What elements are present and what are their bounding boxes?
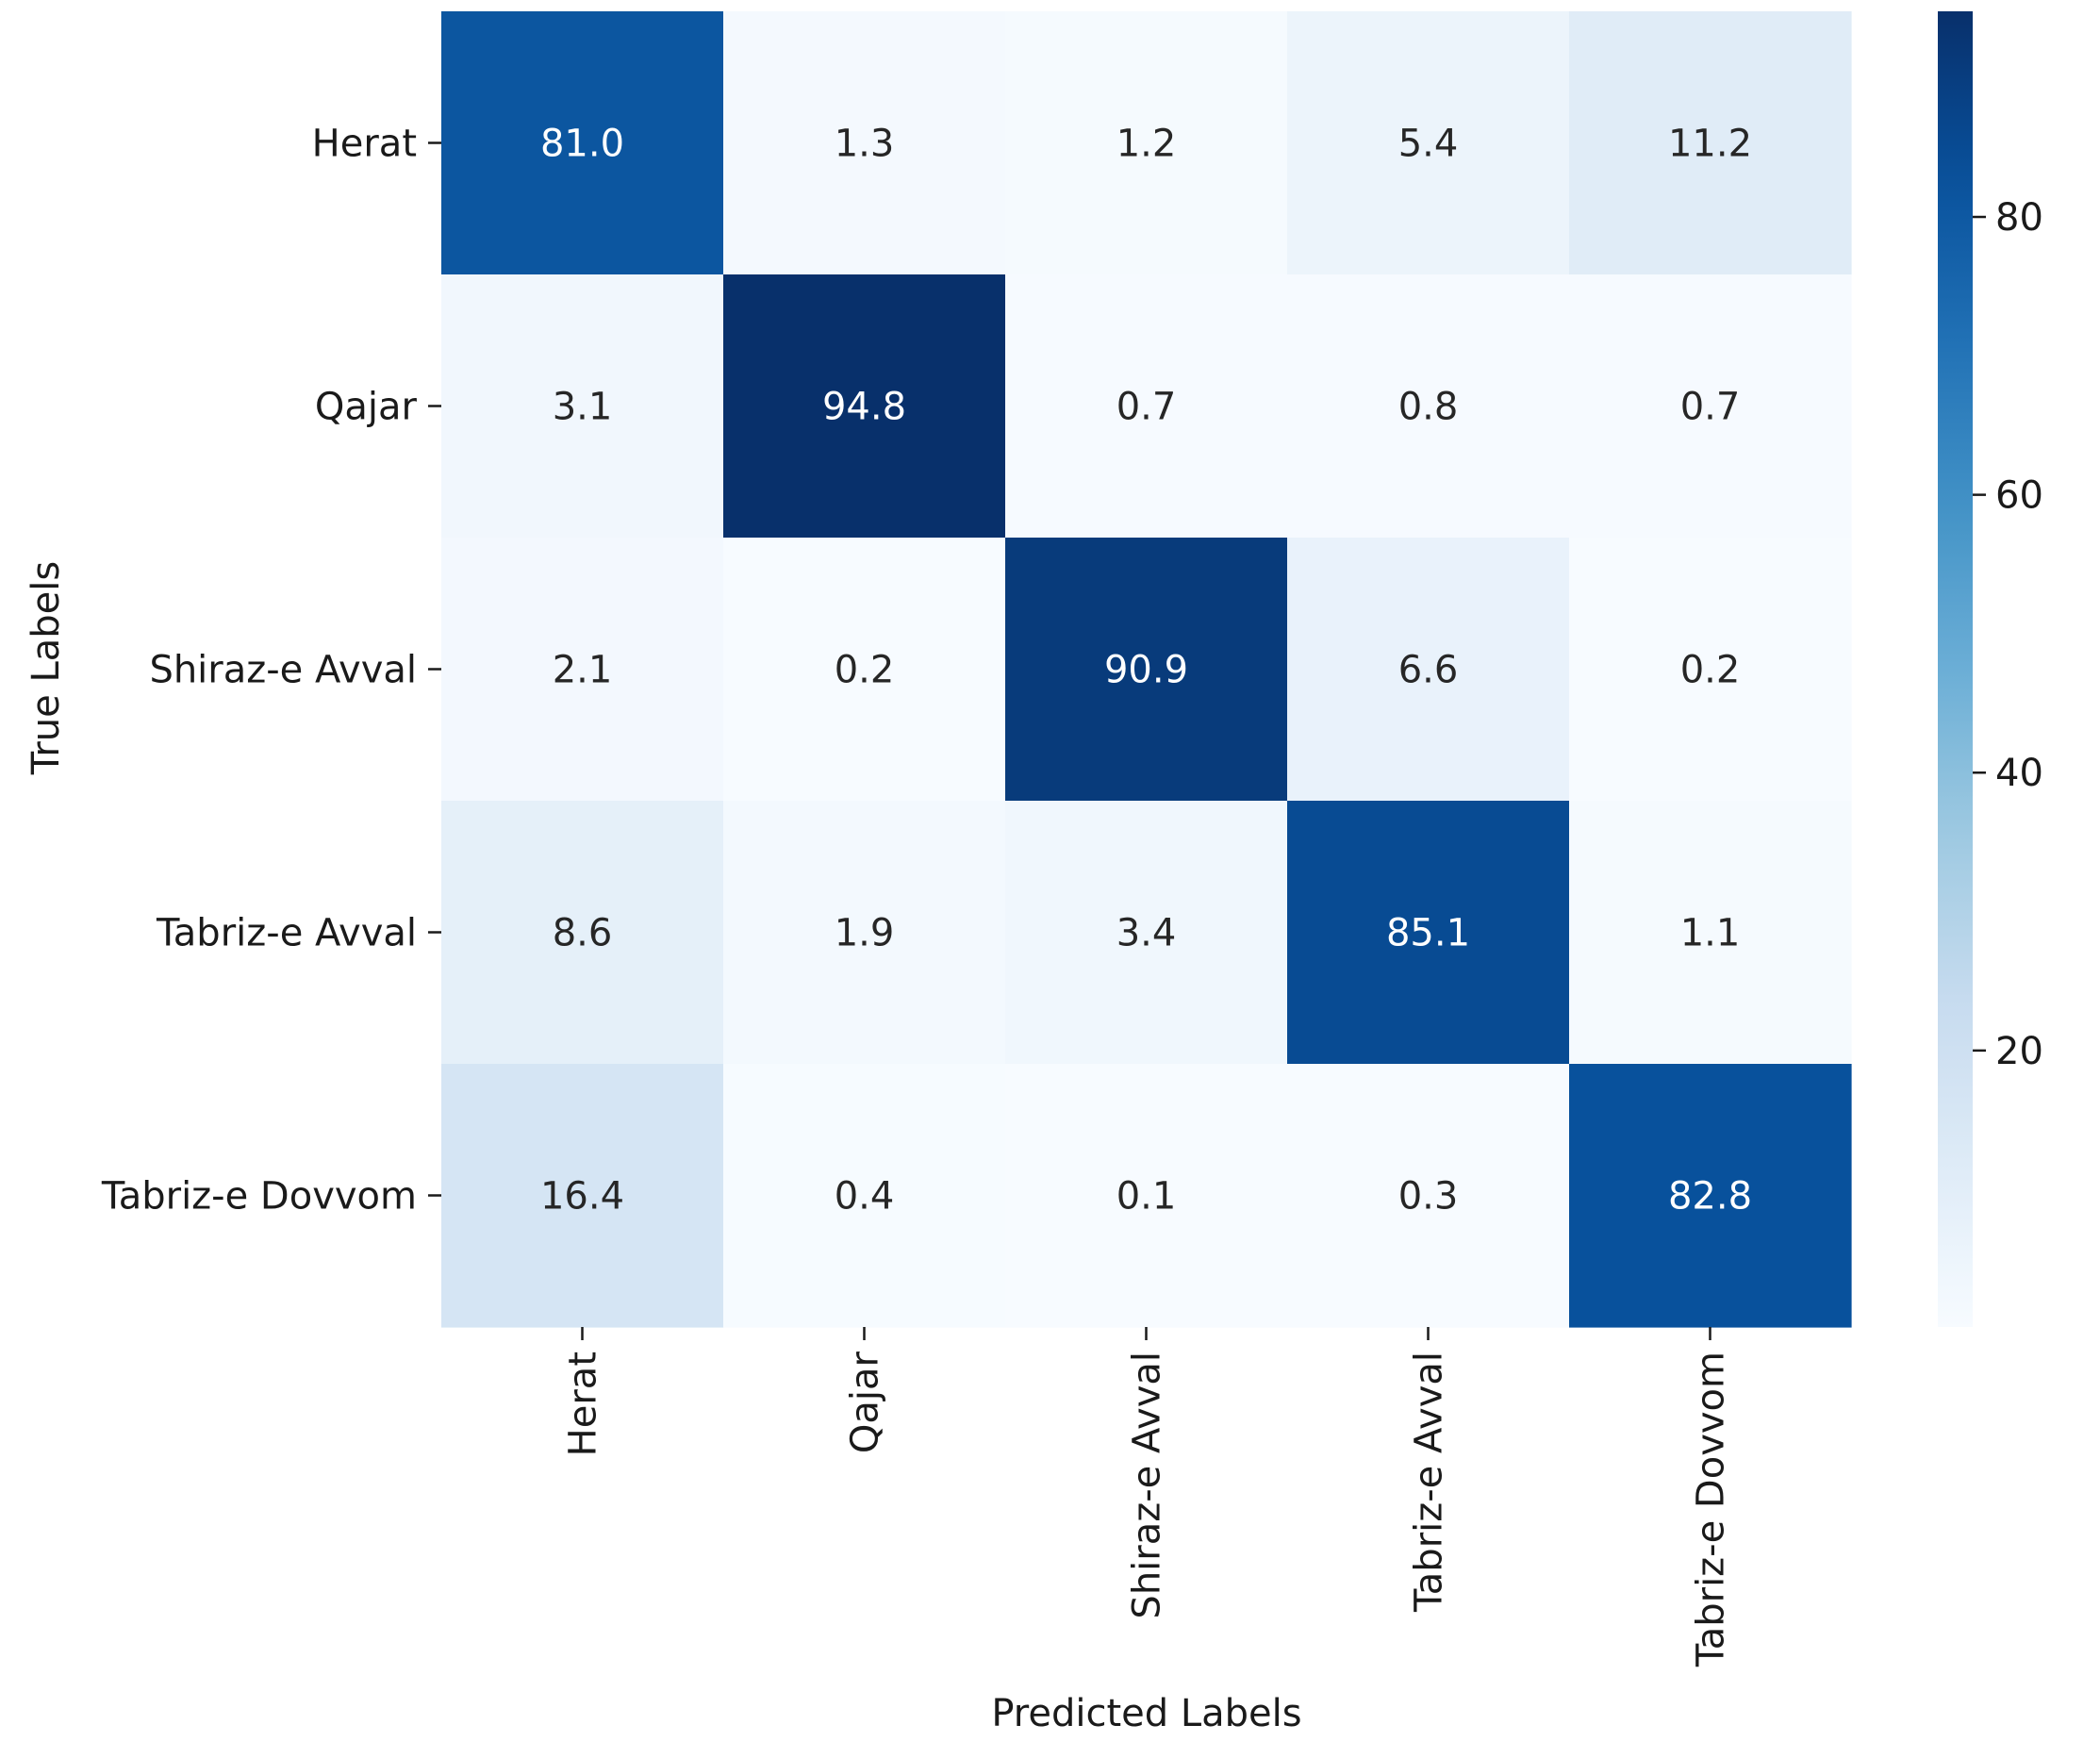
heatmap-cell bbox=[1287, 274, 1570, 539]
cell-value-label: 0.1 bbox=[1116, 1175, 1177, 1219]
x-axis-title: Predicted Labels bbox=[991, 1692, 1301, 1735]
heatmap-cell bbox=[1005, 11, 1288, 275]
cell-value-label: 90.9 bbox=[1104, 649, 1188, 692]
heatmap-cell bbox=[723, 1064, 1006, 1328]
y-tick-label: Herat bbox=[312, 123, 417, 166]
x-tick-label: Qajar bbox=[844, 1351, 887, 1453]
cell-value-label: 1.9 bbox=[835, 912, 895, 955]
heatmap-cell bbox=[1569, 1064, 1852, 1328]
cell-value-label: 11.2 bbox=[1668, 123, 1752, 166]
cell-value-label: 0.7 bbox=[1116, 386, 1177, 429]
heatmap-cell bbox=[723, 538, 1006, 802]
heatmap-cell bbox=[441, 1064, 724, 1328]
cell-value-label: 0.7 bbox=[1680, 386, 1741, 429]
heatmap-cells bbox=[441, 11, 1852, 1328]
heatmap-cell bbox=[441, 11, 724, 275]
cell-value-label: 1.1 bbox=[1680, 912, 1741, 955]
heatmap-cell bbox=[723, 274, 1006, 539]
y-tick-label: Shiraz-e Avval bbox=[149, 649, 417, 692]
cell-value-label: 3.4 bbox=[1116, 912, 1177, 955]
cell-value-label: 8.6 bbox=[553, 912, 613, 955]
y-axis-ticks: Herat Qajar Shiraz-e Avval Tabriz-e Avval Ta… bbox=[101, 123, 441, 1219]
heatmap-cell bbox=[1005, 801, 1288, 1065]
y-tick-label: Tabriz-e Avval bbox=[156, 912, 417, 955]
cell-value-label: 3.1 bbox=[553, 386, 613, 429]
cell-value-label: 0.8 bbox=[1398, 386, 1459, 429]
colorbar: 20 40 60 80 bbox=[1938, 11, 2043, 1327]
heatmap-cell bbox=[723, 11, 1006, 275]
cell-value-label: 1.3 bbox=[835, 123, 895, 166]
cell-value-label: 0.2 bbox=[1680, 649, 1741, 692]
x-tick-label: Shiraz-e Avval bbox=[1126, 1352, 1169, 1619]
heatmap-cell bbox=[1005, 1064, 1288, 1328]
heatmap-value-labels: 81.0 1.3 1.2 5.4 11.2 3.1 94.8 0.7 0.8 0.7 2.1 0.2 9… bbox=[540, 123, 1752, 1219]
colorbar-tick-label: 40 bbox=[1995, 752, 2043, 795]
heatmap-cell bbox=[1569, 538, 1852, 802]
colorbar-tick-label: 60 bbox=[1995, 474, 2043, 518]
cell-value-label: 16.4 bbox=[540, 1175, 624, 1219]
heatmap-cell bbox=[1569, 801, 1852, 1065]
heatmap-cell bbox=[1287, 801, 1570, 1065]
x-tick-label: Tabriz-e Dovvom bbox=[1690, 1352, 1733, 1667]
cell-value-label: 6.6 bbox=[1398, 649, 1459, 692]
y-tick-label: Tabriz-e Dovvom bbox=[101, 1175, 417, 1219]
cell-value-label: 1.2 bbox=[1116, 123, 1177, 166]
x-axis-ticks: Herat Qajar Shiraz-e Avval Tabriz-e Avval Ta… bbox=[562, 1327, 1733, 1667]
heatmap-cell bbox=[1569, 11, 1852, 275]
cell-value-label: 81.0 bbox=[540, 123, 624, 166]
heatmap-cell bbox=[441, 801, 724, 1065]
cell-value-label: 82.8 bbox=[1668, 1175, 1752, 1219]
x-tick-label: Tabriz-e Avval bbox=[1408, 1352, 1451, 1613]
cell-value-label: 2.1 bbox=[553, 649, 613, 692]
cell-value-label: 0.2 bbox=[835, 649, 895, 692]
heatmap-cell bbox=[1005, 274, 1288, 539]
cell-value-label: 85.1 bbox=[1386, 912, 1470, 955]
heatmap-cell bbox=[1287, 11, 1570, 275]
y-axis-title: True Labels bbox=[25, 561, 68, 775]
heatmap-cell bbox=[441, 538, 724, 802]
cell-value-label: 94.8 bbox=[822, 386, 906, 429]
heatmap-cell bbox=[1005, 538, 1288, 802]
heatmap-cell bbox=[723, 801, 1006, 1065]
heatmap-cell bbox=[1287, 1064, 1570, 1328]
colorbar-tick-label: 20 bbox=[1995, 1030, 2043, 1073]
x-tick-label: Herat bbox=[562, 1352, 605, 1456]
cell-value-label: 0.3 bbox=[1398, 1175, 1459, 1219]
y-tick-label: Qajar bbox=[315, 386, 418, 429]
heatmap-cell bbox=[1287, 538, 1570, 802]
colorbar-tick-label: 80 bbox=[1995, 196, 2043, 240]
cell-value-label: 0.4 bbox=[835, 1175, 895, 1219]
heatmap-cell bbox=[441, 274, 724, 539]
heatmap-cell bbox=[1569, 274, 1852, 539]
colorbar-gradient bbox=[1938, 11, 1973, 1327]
cell-value-label: 5.4 bbox=[1398, 123, 1459, 166]
